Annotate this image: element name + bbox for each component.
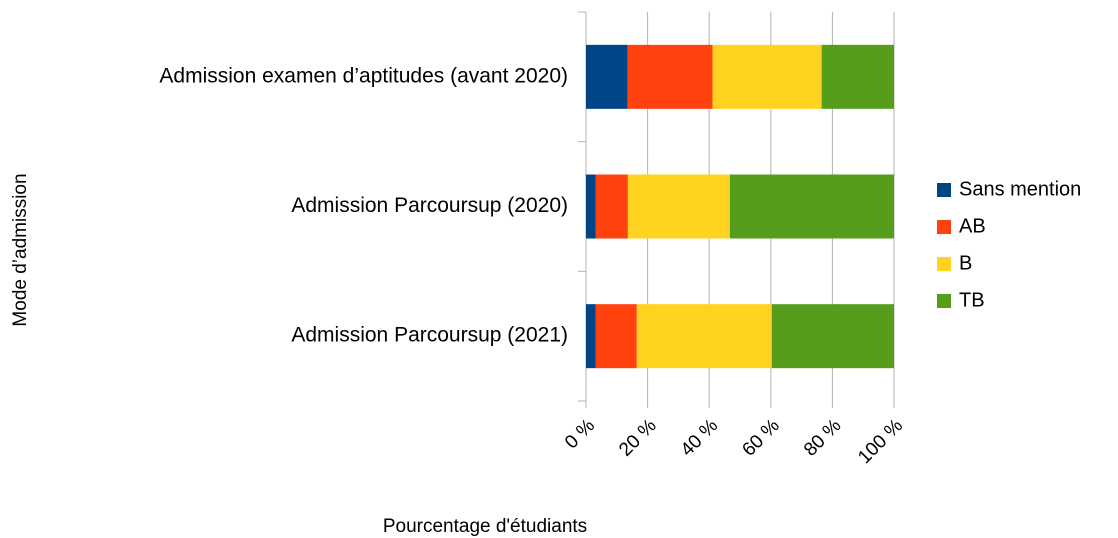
bar-segment (729, 174, 894, 239)
bar-segment (595, 174, 628, 239)
legend-label: Sans mention (959, 178, 1081, 200)
bar-segment (627, 44, 713, 109)
legend-swatch (937, 220, 951, 234)
x-tick-label: 0 % (561, 415, 599, 453)
x-tick-label: 20 % (615, 415, 661, 461)
legend-label: AB (959, 215, 986, 237)
x-tick-label: 80 % (800, 415, 846, 461)
x-tick-label: 40 % (677, 415, 723, 461)
x-tick-label: 100 % (854, 415, 907, 468)
legend-label: B (959, 252, 972, 274)
bar-segment (821, 44, 894, 109)
bar-segment (595, 304, 637, 369)
bar-segment (627, 174, 730, 239)
bar-segment (586, 44, 628, 109)
legend-label: TB (959, 289, 985, 311)
bar-segment (636, 304, 772, 369)
x-tick-label: 60 % (738, 415, 784, 461)
bar-segment (586, 174, 596, 239)
legend-swatch (937, 183, 951, 197)
y-tick-label: Admission examen d’aptitudes (avant 2020… (159, 64, 568, 87)
bar-segment (771, 304, 894, 369)
bar-segment (712, 44, 822, 109)
legend-swatch (937, 257, 951, 271)
bar-segment (586, 304, 596, 369)
x-axis-label: Pourcentage d'étudiants (383, 516, 587, 537)
y-tick-label: Admission Parcoursup (2021) (291, 324, 568, 347)
legend-swatch (937, 294, 951, 308)
y-tick-label: Admission Parcoursup (2020) (291, 194, 568, 217)
y-axis-label: Mode d’admission (10, 173, 31, 326)
